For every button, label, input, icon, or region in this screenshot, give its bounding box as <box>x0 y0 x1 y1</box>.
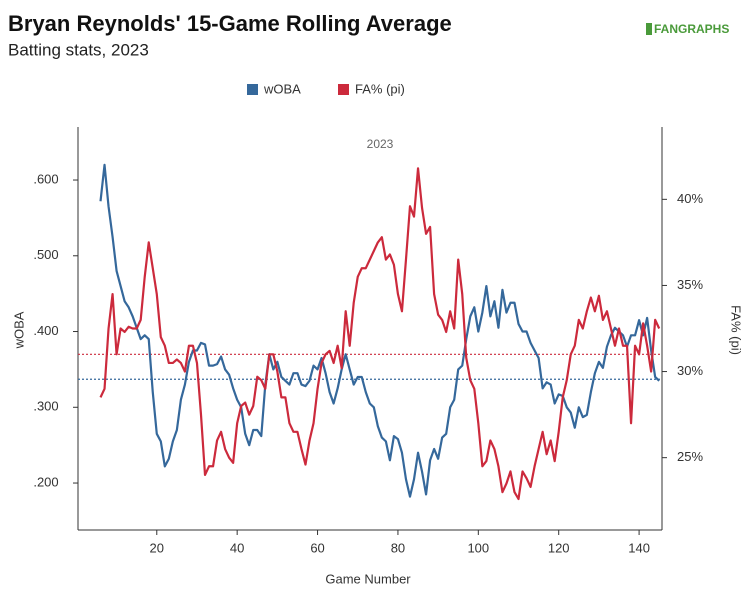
x-tick-label: 20 <box>150 540 164 555</box>
y2-axis-label: FA% (pi) <box>729 305 744 355</box>
y-axis-label: wOBA <box>11 311 26 349</box>
y-tick-label: .400 <box>33 323 58 338</box>
chart-title: Bryan Reynolds' 15-Game Rolling Average <box>8 11 452 36</box>
x-axis-label: Game Number <box>325 571 411 586</box>
series-line <box>99 167 661 501</box>
series-line <box>99 163 660 498</box>
chart-subtitle: Batting stats, 2023 <box>8 40 149 59</box>
y-tick-label: .300 <box>33 399 58 414</box>
y-tick-label: .500 <box>33 247 58 262</box>
legend-label: FA% (pi) <box>355 81 405 96</box>
x-tick-label: 140 <box>628 540 650 555</box>
y-tick-label: .600 <box>33 171 58 186</box>
x-tick-label: 120 <box>548 540 570 555</box>
x-tick-label: 40 <box>230 540 244 555</box>
logo-mark <box>646 23 652 35</box>
y2-tick-label: 35% <box>677 277 703 292</box>
legend-swatch <box>247 84 258 95</box>
legend-label: wOBA <box>263 81 301 96</box>
x-tick-label: 60 <box>310 540 324 555</box>
annotation: 2023 <box>367 137 394 151</box>
y2-tick-label: 30% <box>677 363 703 378</box>
legend-swatch <box>338 84 349 95</box>
y-tick-label: .200 <box>33 474 58 489</box>
logo: FANGRAPHS <box>654 22 729 36</box>
x-tick-label: 80 <box>391 540 405 555</box>
x-tick-label: 100 <box>467 540 489 555</box>
y2-tick-label: 25% <box>677 449 703 464</box>
y2-tick-label: 40% <box>677 191 703 206</box>
